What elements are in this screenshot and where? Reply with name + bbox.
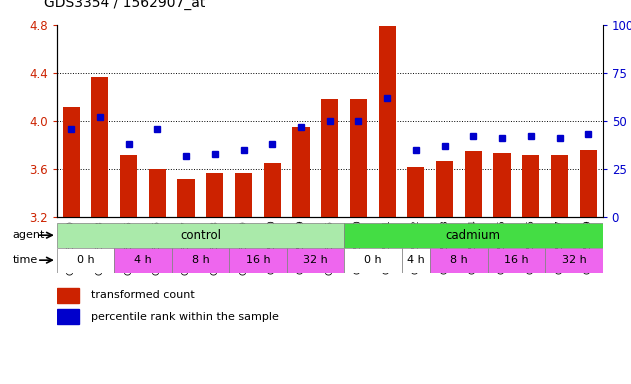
Bar bbox=[350, 99, 367, 217]
Text: cadmium: cadmium bbox=[446, 229, 501, 242]
Text: time: time bbox=[13, 255, 38, 265]
Bar bbox=[292, 127, 310, 217]
Bar bbox=[57, 288, 79, 303]
Text: 16 h: 16 h bbox=[504, 255, 529, 265]
Text: transformed count: transformed count bbox=[91, 290, 195, 300]
Text: 4 h: 4 h bbox=[407, 255, 425, 265]
Bar bbox=[344, 223, 603, 248]
Bar bbox=[114, 248, 172, 273]
Bar bbox=[321, 99, 338, 217]
Bar bbox=[430, 248, 488, 273]
Bar bbox=[229, 248, 286, 273]
Bar bbox=[522, 155, 540, 217]
Bar bbox=[436, 161, 453, 217]
Text: 8 h: 8 h bbox=[192, 255, 209, 265]
Bar bbox=[120, 155, 137, 217]
Text: agent: agent bbox=[13, 230, 45, 240]
Text: 0 h: 0 h bbox=[364, 255, 382, 265]
Bar bbox=[172, 248, 229, 273]
Bar bbox=[488, 248, 545, 273]
Bar bbox=[580, 150, 597, 217]
Bar bbox=[551, 155, 568, 217]
Text: percentile rank within the sample: percentile rank within the sample bbox=[91, 311, 280, 321]
Text: 8 h: 8 h bbox=[450, 255, 468, 265]
Bar bbox=[407, 167, 425, 217]
Bar bbox=[493, 153, 510, 217]
Bar bbox=[91, 76, 109, 217]
Bar bbox=[206, 172, 223, 217]
Bar bbox=[401, 248, 430, 273]
Bar bbox=[235, 172, 252, 217]
Bar bbox=[264, 163, 281, 217]
Text: 32 h: 32 h bbox=[303, 255, 327, 265]
Bar bbox=[177, 179, 195, 217]
Bar bbox=[464, 151, 482, 217]
Text: control: control bbox=[180, 229, 221, 242]
Bar bbox=[545, 248, 603, 273]
Bar bbox=[57, 223, 344, 248]
Text: 4 h: 4 h bbox=[134, 255, 152, 265]
Text: 0 h: 0 h bbox=[77, 255, 94, 265]
Bar bbox=[149, 169, 166, 217]
Bar bbox=[379, 26, 396, 217]
Text: 32 h: 32 h bbox=[562, 255, 586, 265]
Bar bbox=[344, 248, 401, 273]
Bar bbox=[57, 310, 79, 324]
Bar bbox=[286, 248, 344, 273]
Text: 16 h: 16 h bbox=[245, 255, 270, 265]
Text: GDS3354 / 1562907_at: GDS3354 / 1562907_at bbox=[44, 0, 206, 10]
Bar bbox=[62, 107, 80, 217]
Bar bbox=[57, 248, 114, 273]
